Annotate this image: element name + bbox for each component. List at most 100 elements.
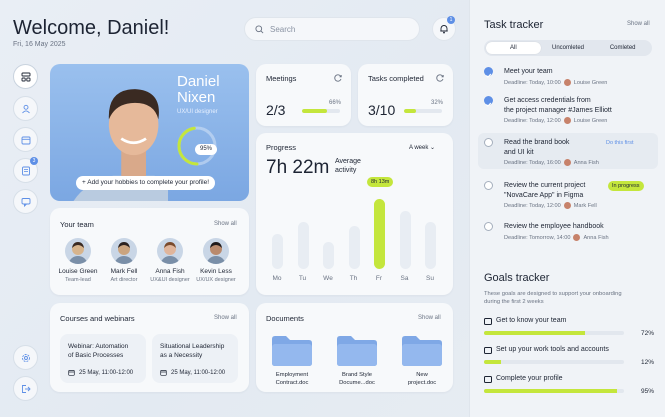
goals-description: These goals are designed to support your… [484,290,652,306]
task-title: Meet your team [504,67,553,77]
calendar-icon [160,370,167,376]
progress-day-bar [399,210,411,269]
progress-day-label: Su [426,275,434,282]
task-item[interactable]: Meet your team Deadline: Today, 10:00 Loui… [484,67,656,97]
goal-item[interactable]: Get to know your team 72% [484,317,654,337]
task-title-line: "NovaCare App" in Figma [504,191,584,199]
meetings-percent: 66% [329,100,342,106]
task-meta: Deadline: Today, 16:00 Anna Fish [504,159,599,166]
task-item[interactable]: Read the brand book and UI kit Deadline: T… [484,138,656,168]
tab-uncompleted[interactable]: Uncomleted [552,45,585,51]
folder-icon[interactable] [335,333,379,367]
task-checkbox[interactable] [484,138,493,147]
id-card-icon [484,347,492,354]
user-icon [21,104,30,113]
progress-day-bar [297,222,309,269]
assignee-avatar [563,202,571,209]
documents-label: Documents [266,314,304,323]
task-filter-tabs: All Uncomleted Comleted [484,40,652,56]
course-title: Situational Leadership as a Necessity [160,342,224,360]
notification-badge: 1 [447,16,455,24]
documents-card: Documents Show all Employment Contract.do… [256,303,453,392]
progress-day-bar [272,233,283,269]
task-title-line: Meet your team [504,68,553,75]
folder-icon[interactable] [400,333,444,367]
meetings-card[interactable]: Meetings 2/3 66% [256,64,351,126]
search-input[interactable]: Search [244,17,420,41]
goal-progress-bar [484,389,624,393]
task-checkbox[interactable] [484,181,493,190]
task-title: Read the brand book and UI kit [504,138,569,157]
meetings-label: Meetings [266,74,297,83]
course-item[interactable]: Situational Leadership as a Necessity 25 … [152,334,238,383]
courses-show-all[interactable]: Show all [214,315,237,321]
goal-item[interactable]: Complete your profile 95% [484,375,654,395]
task-status-tag: In progress [608,181,644,191]
progress-highlight-badge: 8h 13m [367,177,394,187]
goal-name: Complete your profile [496,375,563,382]
complete-profile-button[interactable]: + Add your hobbies to complete your prof… [76,176,216,190]
range-select-label: A week [409,145,429,151]
sidebar-item-dashboard[interactable] [13,64,38,89]
tab-all[interactable]: All [486,42,541,54]
chevron-down-icon: ⌄ [430,145,436,151]
task-deadline: Deadline: Today, 12:00 [504,117,561,124]
task-item[interactable]: Review the employee handbook Deadline: To… [484,222,656,252]
team-show-all[interactable]: Show all [214,221,237,227]
team-member-role: UX/UX designer [196,277,236,283]
task-status-tag: Do this first [606,140,634,146]
refresh-icon[interactable] [435,73,445,83]
profile-completion-percent: 95% [195,144,217,155]
task-checkbox[interactable] [484,222,493,231]
right-panel: Task tracker Show all All Uncomleted Com… [469,0,665,417]
sidebar-item-calendar[interactable] [13,127,38,152]
task-checkbox[interactable] [484,67,493,78]
sidebar-item-messages[interactable] [13,189,38,214]
document-name: Brand Style Docume...doc [327,372,387,387]
calendar-icon [68,370,75,376]
sidebar-item-settings[interactable] [13,345,38,370]
profile-card[interactable]: Daniel Nixen UX/UI designer 95% + Add yo… [50,64,249,201]
course-title-line: Webinar: Automation [68,343,129,350]
goal-item[interactable]: Set up your work tools and accounts 12% [484,346,654,366]
meetings-value: 2/3 [266,102,286,118]
task-checkbox[interactable] [484,96,493,107]
tab-completed[interactable]: Comleted [609,45,636,51]
refresh-icon[interactable] [333,73,343,83]
sidebar-item-logout[interactable] [13,376,38,401]
progress-day-label: Sa [400,275,409,282]
documents-show-all[interactable]: Show all [418,315,441,321]
course-title: Webinar: Automation of Basic Processes [68,342,128,360]
course-item[interactable]: Webinar: Automation of Basic Processes 25… [60,334,146,383]
progress-day-label: Fr [375,275,383,282]
document-name-line: New [416,372,428,378]
document-icon [484,376,492,383]
task-item[interactable]: Review the current project "NovaCare App"… [484,181,656,211]
task-tracker-show-all[interactable]: Show all [627,21,650,27]
tasks-completed-card[interactable]: Tasks completed 3/10 32% [358,64,453,126]
task-item[interactable]: Get access credentials from the project m… [484,96,656,126]
progress-day-bar [323,241,334,269]
avatar[interactable] [65,238,91,264]
profile-role: UX/UI designer [177,109,218,115]
task-title: Get access credentials from the project m… [504,96,612,115]
tasks-completed-value: 3/10 [368,102,396,118]
grid-icon [21,72,30,81]
course-date-text: 25 May, 11:00-12:00 [171,369,226,376]
meetings-progress-bar [302,109,340,113]
assignee-avatar [563,159,571,166]
task-deadline: Deadline: Tomorrow, 14:00 [504,234,571,241]
avatar[interactable] [203,238,229,264]
folder-icon[interactable] [270,333,314,367]
profile-first-name: Daniel [177,73,220,90]
goals-description-line: These goals are designed to support your… [484,291,622,297]
course-title-line: of Basic Processes [68,352,124,359]
range-select[interactable]: A week ⌄ [409,144,435,151]
avatar[interactable] [111,238,137,264]
team-member-role: Art director [110,277,138,283]
team-label: Your team [60,220,94,229]
progress-day-bar [348,226,360,269]
avatar[interactable] [157,238,183,264]
sidebar-item-profile[interactable] [13,96,38,121]
search-placeholder: Search [270,24,296,34]
